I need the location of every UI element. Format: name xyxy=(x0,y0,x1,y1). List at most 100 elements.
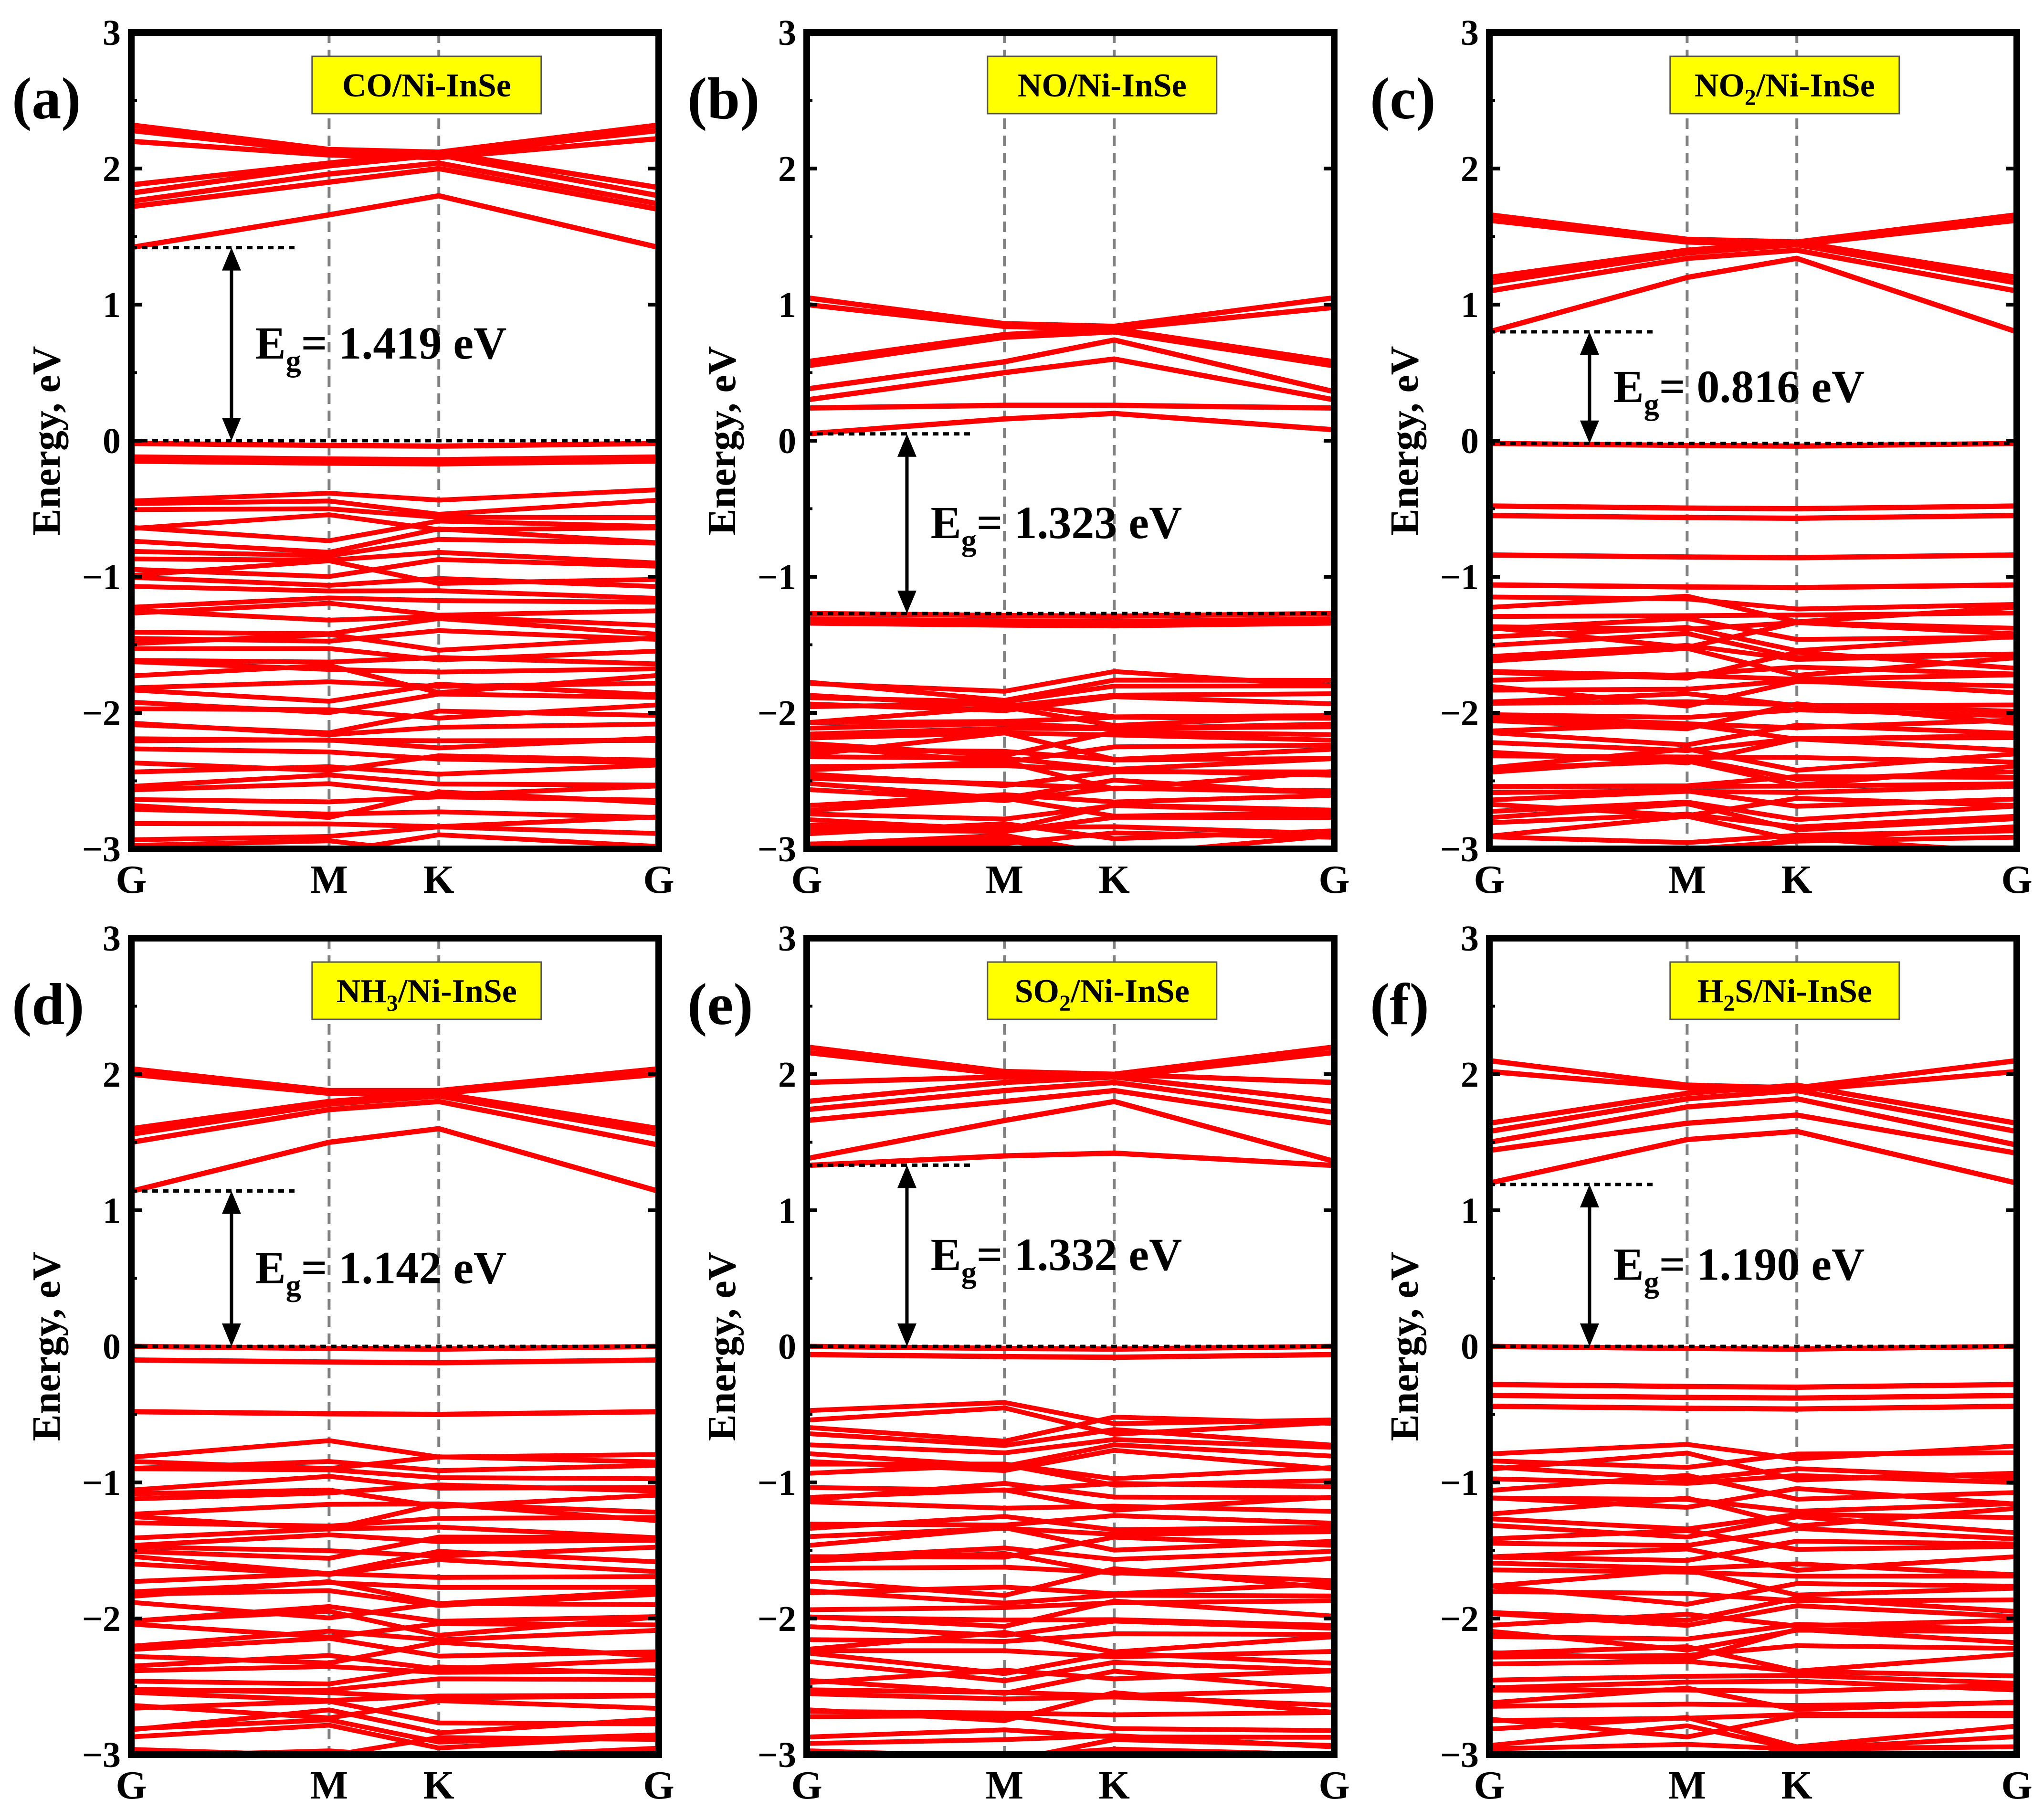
valence-band-15 xyxy=(1489,1560,2017,1577)
bands-group xyxy=(807,1044,1334,1755)
valence-band-19 xyxy=(1489,714,2017,730)
panel-title: H2S/Ni-InSe xyxy=(1697,973,1872,1016)
valence-band-10 xyxy=(1489,1514,2017,1540)
valence-band-18 xyxy=(1489,701,2017,731)
conduction-band-4 xyxy=(131,152,659,199)
y-tick-label: −2 xyxy=(758,693,796,733)
valence-band-35 xyxy=(807,1687,1334,1698)
bands-group xyxy=(1489,1058,2017,1755)
bands-group xyxy=(1489,212,2017,849)
title-subscript: 3 xyxy=(387,991,398,1016)
valence-band-13 xyxy=(1489,677,2017,696)
valence-band-18 xyxy=(807,1545,1334,1562)
y-tick-label: −3 xyxy=(758,829,796,869)
flat-band-4 xyxy=(1489,582,2017,591)
x-tick-label-G: G xyxy=(1474,857,1505,902)
valence-band-2 xyxy=(1489,1450,2017,1482)
x-tick-label-K: K xyxy=(423,1763,454,1799)
y-tick-label: 1 xyxy=(778,285,796,325)
valence-band-18 xyxy=(1489,1581,2017,1607)
conduction-band-1 xyxy=(131,1071,659,1096)
x-tick-label-K: K xyxy=(1099,857,1130,902)
valence-band-1 xyxy=(807,1405,1334,1437)
band-gap-subscript: g xyxy=(961,523,977,557)
valence-band-14 xyxy=(807,747,1334,762)
band-gap-label: Eg= 1.332 eV xyxy=(931,1229,1182,1289)
flat-band-1 xyxy=(807,1352,1334,1360)
y-tick-label: −1 xyxy=(1440,1463,1479,1503)
bands-group xyxy=(807,295,1334,849)
conduction-band-5 xyxy=(807,356,1334,402)
panel-letter: (a) xyxy=(12,66,81,131)
conduction-band-0 xyxy=(1489,1058,2017,1090)
title-subscript: 2 xyxy=(1745,85,1756,110)
valence-band-17 xyxy=(1489,1567,2017,1598)
y-axis-label: Energy, eV xyxy=(700,346,744,536)
valence-band-25 xyxy=(1489,746,2017,773)
y-tick-label: 0 xyxy=(1461,1327,1479,1367)
band-gap-label: Eg= 1.190 eV xyxy=(1613,1238,1865,1299)
valence-band-3 xyxy=(807,1427,1334,1448)
flat-band-2 xyxy=(807,620,1334,629)
x-tick-label-G: G xyxy=(1318,1763,1349,1799)
bands-group xyxy=(131,122,659,849)
gap-arrow-head-top xyxy=(221,1191,241,1214)
valence-band-35 xyxy=(1489,1713,2017,1740)
x-tick-label-M: M xyxy=(310,1763,348,1799)
conduction-band-4 xyxy=(131,1099,659,1148)
band-gap-value: = 1.190 eV xyxy=(1659,1238,1865,1290)
valence-band-12 xyxy=(807,1499,1334,1514)
valence-band-20 xyxy=(807,777,1334,801)
valence-band-35 xyxy=(1489,812,2017,830)
valence-band-22 xyxy=(131,679,659,690)
title-main: CO/Ni-InSe xyxy=(342,67,511,104)
valence-band-39 xyxy=(807,1713,1334,1733)
valence-band-19 xyxy=(131,655,659,667)
conduction-band-2 xyxy=(807,326,1334,365)
conduction-band-2 xyxy=(1489,239,2017,280)
valence-band-23 xyxy=(807,1588,1334,1606)
band-gap-label: Eg= 1.323 eV xyxy=(931,497,1182,557)
valence-band-31 xyxy=(807,1650,1334,1676)
valence-band-6 xyxy=(1489,1486,2017,1510)
valence-band-20 xyxy=(131,1600,659,1620)
valence-band-20 xyxy=(131,659,659,675)
valence-band-11 xyxy=(807,1487,1334,1513)
y-tick-label: 2 xyxy=(1461,149,1479,189)
flat-band-0 xyxy=(131,441,659,449)
valence-band-2 xyxy=(131,506,659,520)
band-gap-label: Eg= 0.816 eV xyxy=(1613,361,1865,421)
valence-band-11 xyxy=(131,1532,659,1548)
valence-band-25 xyxy=(131,1636,659,1659)
valence-band-9 xyxy=(807,1481,1334,1493)
valence-band-35 xyxy=(131,1707,659,1736)
conduction-band-0 xyxy=(1489,212,2017,245)
panel-letter: (e) xyxy=(687,972,753,1037)
valence-band-30 xyxy=(807,1648,1334,1660)
flat-band-1 xyxy=(1489,503,2017,512)
valence-band-1 xyxy=(1489,1450,2017,1470)
x-tick-label-K: K xyxy=(1781,1763,1812,1799)
band-gap-symbol: E xyxy=(1613,361,1644,412)
conduction-band-6 xyxy=(807,1099,1334,1164)
y-axis-label: Energy, eV xyxy=(24,1252,69,1441)
y-tick-label: −1 xyxy=(758,557,796,597)
title-box xyxy=(311,55,542,115)
y-tick-label: −2 xyxy=(1440,1599,1479,1639)
valence-band-10 xyxy=(807,730,1334,743)
gap-arrow-head-top xyxy=(1580,1184,1599,1207)
y-tick-label: 3 xyxy=(103,919,121,959)
valence-band-29 xyxy=(1489,781,2017,790)
valence-band-6 xyxy=(131,1487,659,1509)
valence-band-14 xyxy=(131,1549,659,1577)
valence-band-32 xyxy=(807,1659,1334,1683)
valence-band-10 xyxy=(131,1524,659,1541)
valence-band-8 xyxy=(1489,643,2017,662)
y-tick-label: 1 xyxy=(103,285,121,325)
valence-band-16 xyxy=(807,1525,1334,1553)
x-tick-label-M: M xyxy=(986,857,1023,902)
valence-band-21 xyxy=(1489,722,2017,748)
y-tick-label: 1 xyxy=(1461,1191,1479,1231)
valence-band-33 xyxy=(131,1698,659,1721)
gap-arrow-head-top xyxy=(1580,332,1599,355)
